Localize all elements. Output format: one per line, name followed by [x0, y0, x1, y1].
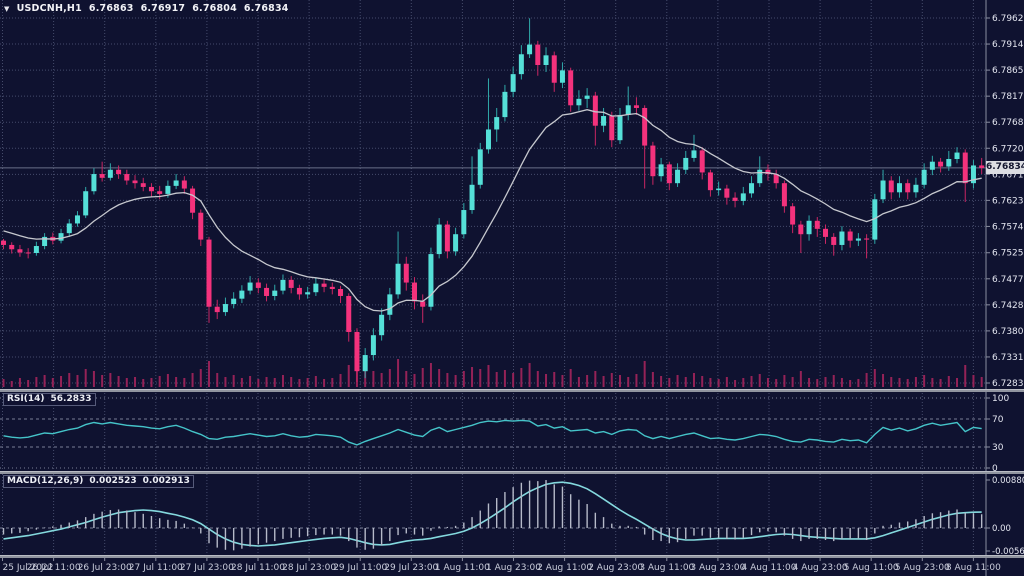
- svg-text:6.73315: 6.73315: [992, 353, 1024, 363]
- ohlc-close: 6.76834: [243, 3, 289, 14]
- svg-text:5 Aug 23:00: 5 Aug 23:00: [895, 563, 950, 573]
- macd-value-main: 0.002523: [89, 476, 137, 486]
- svg-text:6.79625: 6.79625: [992, 14, 1024, 24]
- svg-text:100: 100: [992, 394, 1009, 404]
- svg-text:6.79140: 6.79140: [992, 40, 1024, 50]
- symbol-period-label: USDCNH,H1: [16, 3, 82, 14]
- panel-divider-rsi[interactable]: [0, 389, 1024, 392]
- symbol-dropdown-icon[interactable]: ▼: [4, 4, 10, 13]
- svg-text:-0.005668: -0.005668: [992, 547, 1024, 557]
- svg-text:27 Jul 11:00: 27 Jul 11:00: [129, 563, 183, 573]
- moving-average-line: [3, 109, 982, 312]
- svg-text:6.73800: 6.73800: [992, 327, 1024, 337]
- svg-text:70: 70: [992, 415, 1004, 425]
- svg-text:28 Jul 23:00: 28 Jul 23:00: [282, 563, 336, 573]
- rsi-name: RSI(14): [7, 394, 45, 404]
- macd-histogram: [2, 480, 983, 551]
- ohlc-open: 6.76863: [88, 3, 134, 14]
- svg-text:3 Aug 23:00: 3 Aug 23:00: [690, 563, 745, 573]
- ohlc-low: 6.76804: [192, 3, 237, 14]
- macd-signal-line: [3, 481, 982, 547]
- svg-text:6.74770: 6.74770: [992, 275, 1024, 285]
- rsi-value: 56.2833: [50, 394, 92, 404]
- svg-text:2 Aug 23:00: 2 Aug 23:00: [588, 563, 643, 573]
- current-price-tag: 6.76834: [986, 161, 1024, 175]
- svg-text:1 Aug 11:00: 1 Aug 11:00: [435, 563, 490, 573]
- svg-text:6.76715: 6.76715: [992, 170, 1024, 180]
- svg-text:26 Jul 11:00: 26 Jul 11:00: [27, 563, 81, 573]
- svg-text:0.00: 0.00: [992, 524, 1011, 534]
- svg-text:6.77200: 6.77200: [992, 144, 1024, 154]
- svg-text:6.77685: 6.77685: [992, 118, 1024, 128]
- svg-text:2 Aug 11:00: 2 Aug 11:00: [537, 563, 592, 573]
- rsi-line: [3, 419, 982, 446]
- svg-text:6.75745: 6.75745: [992, 222, 1024, 232]
- rsi-panel: 100 70 30 0: [0, 394, 1009, 474]
- svg-text:3 Aug 11:00: 3 Aug 11:00: [639, 563, 694, 573]
- svg-text:29 Jul 11:00: 29 Jul 11:00: [333, 563, 387, 573]
- svg-text:5 Aug 11:00: 5 Aug 11:00: [844, 563, 899, 573]
- svg-text:30: 30: [992, 443, 1004, 453]
- svg-text:6.75255: 6.75255: [992, 249, 1024, 259]
- svg-text:6.72830: 6.72830: [992, 379, 1024, 389]
- grid-layer: [0, 0, 986, 555]
- svg-text:25 Jul 2022: 25 Jul 2022: [3, 563, 54, 573]
- svg-text:0.008807: 0.008807: [992, 476, 1024, 486]
- svg-text:6.76230: 6.76230: [992, 196, 1024, 206]
- ohlc-high: 6.76917: [140, 3, 186, 14]
- svg-text:4 Aug 23:00: 4 Aug 23:00: [793, 563, 848, 573]
- svg-text:1 Aug 23:00: 1 Aug 23:00: [486, 563, 541, 573]
- time-axis-separator[interactable]: [0, 555, 1024, 558]
- macd-indicator-label: MACD(12,26,9) 0.002523 0.002913: [3, 475, 194, 488]
- svg-text:8 Aug 11:00: 8 Aug 11:00: [946, 563, 1001, 573]
- chart-title: ▼ USDCNH,H1 6.76863 6.76917 6.76804 6.76…: [4, 3, 289, 14]
- svg-text:6.74285: 6.74285: [992, 301, 1024, 311]
- macd-name: MACD(12,26,9): [7, 476, 84, 486]
- svg-text:6.78170: 6.78170: [992, 92, 1024, 102]
- svg-text:6.78655: 6.78655: [992, 66, 1024, 76]
- svg-text:28 Jul 11:00: 28 Jul 11:00: [231, 563, 285, 573]
- svg-text:0: 0: [992, 464, 998, 474]
- svg-text:27 Jul 23:00: 27 Jul 23:00: [180, 563, 234, 573]
- macd-panel: 0.008807 0.00 -0.005668: [0, 476, 1024, 557]
- macd-value-signal: 0.002913: [142, 476, 190, 486]
- svg-text:4 Aug 11:00: 4 Aug 11:00: [742, 563, 797, 573]
- svg-text:29 Jul 23:00: 29 Jul 23:00: [384, 563, 438, 573]
- volume-layer: [2, 353, 983, 387]
- price-axis: 6.79625 6.79140 6.78655 6.78170 6.77685 6.772…: [985, 0, 1024, 576]
- panel-divider-macd[interactable]: [0, 471, 1024, 474]
- svg-text:26 Jul 23:00: 26 Jul 23:00: [78, 563, 132, 573]
- rsi-indicator-label: RSI(14) 56.2833: [3, 393, 96, 406]
